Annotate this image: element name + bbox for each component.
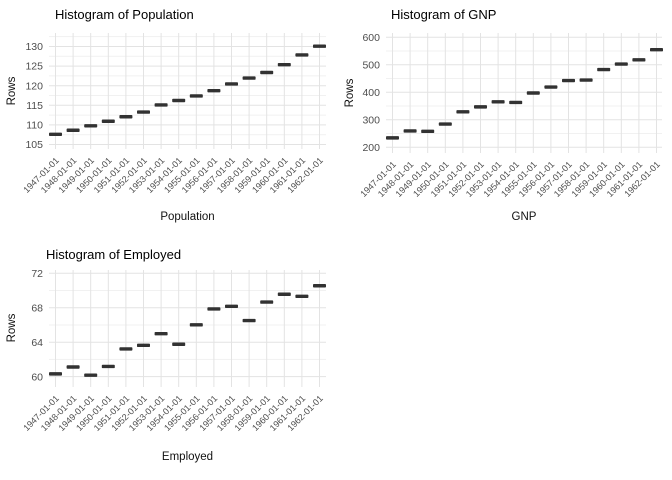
dash-mark: [386, 136, 399, 140]
dash-mark: [101, 119, 115, 123]
x-axis-title: GNP: [511, 211, 537, 223]
dash-mark: [632, 58, 646, 62]
dash-mark: [137, 110, 150, 114]
dash-mark: [295, 53, 309, 57]
dash-mark: [84, 373, 98, 377]
empty-quadrant: [336, 240, 672, 480]
dash-mark: [579, 78, 593, 82]
dash-mark: [597, 67, 611, 72]
plot-area-gnp: 2003004005006001947-01-011948-01-011949-…: [358, 32, 663, 199]
dash-mark: [421, 129, 435, 134]
dash-mark: [562, 78, 575, 83]
dash-mark: [154, 331, 168, 336]
dash-mark: [119, 115, 133, 119]
y-tick-label: 115: [26, 100, 43, 112]
dash-mark: [313, 284, 326, 288]
dash-mark: [207, 307, 221, 311]
dash-mark: [225, 82, 238, 86]
dash-mark: [242, 76, 256, 80]
dash-mark: [101, 364, 115, 369]
dash-mark: [84, 124, 98, 128]
dash-mark: [66, 128, 80, 132]
dash-mark: [313, 44, 326, 48]
plot-area-employed: 606468721947-01-011948-01-011949-01-0119…: [21, 268, 326, 433]
dash-mark: [154, 103, 168, 107]
dash-mark: [49, 132, 62, 136]
y-tick-label: 110: [26, 119, 43, 131]
chart-title: Histogram of GNP: [391, 7, 497, 22]
dash-mark: [66, 365, 80, 369]
chart-histogram-gnp: Histogram of GNP Rows 200 300 400 500 600 194…: [336, 0, 672, 240]
chart-histogram-employed: Histogram of Employed Rows 60 64 68 72 1947-…: [0, 240, 336, 480]
y-tick-label: 125: [25, 61, 43, 73]
dash-mark: [172, 342, 186, 346]
dash-mark: [438, 122, 452, 126]
y-tick-label: 200: [362, 142, 380, 154]
dash-mark: [49, 372, 62, 376]
dash-mark: [260, 70, 274, 75]
chart-title: Histogram of Employed: [46, 247, 182, 262]
y-tick-label: 60: [31, 371, 43, 383]
dash-mark: [650, 47, 663, 52]
y-tick-label: 400: [362, 87, 380, 99]
dash-mark: [277, 62, 291, 67]
x-axis-title: Employed: [161, 451, 214, 463]
dash-mark: [225, 304, 238, 308]
dash-mark: [260, 300, 274, 304]
y-tick-label: 120: [25, 80, 43, 92]
y-tick-label: 105: [25, 139, 43, 151]
dash-mark: [189, 94, 203, 98]
dash-mark: [509, 100, 523, 105]
chart-title: Histogram of Population: [55, 7, 194, 22]
dash-mark: [614, 62, 628, 66]
dash-mark: [295, 294, 309, 298]
dash-mark: [403, 129, 417, 133]
dash-mark: [207, 88, 221, 93]
dash-mark: [119, 347, 133, 351]
y-tick-label: 500: [362, 59, 380, 71]
dash-mark: [242, 318, 256, 323]
dash-mark: [137, 343, 150, 348]
dash-mark: [474, 105, 487, 109]
y-tick-label: 600: [362, 32, 380, 44]
plot-area-population: 1051101151201251301947-01-011948-01-0119…: [21, 33, 326, 195]
dash-mark: [544, 85, 558, 89]
y-tick-label: 68: [31, 302, 43, 314]
dash-mark: [172, 98, 186, 103]
x-axis-title: Population: [160, 211, 215, 223]
dash-mark: [491, 100, 505, 104]
y-tick-label: 300: [362, 114, 380, 126]
dash-mark: [189, 323, 203, 327]
y-tick-label: 64: [31, 337, 43, 349]
dash-mark: [526, 91, 540, 95]
y-tick-label: 130: [25, 41, 43, 53]
dash-mark: [456, 110, 470, 114]
chart-histogram-population: Histogram of Population Rows 105 110 115 12…: [0, 0, 336, 240]
dash-mark: [277, 292, 291, 296]
y-tick-label: 72: [31, 268, 43, 280]
